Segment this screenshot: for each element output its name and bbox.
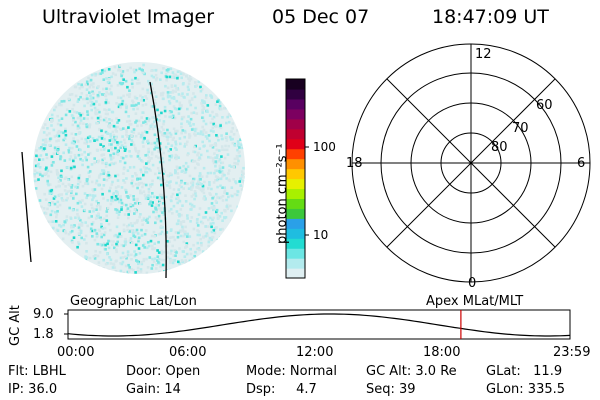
x-tick-1800: 18:00 — [423, 345, 461, 360]
colorbar-segment — [286, 268, 305, 279]
terminator-line — [149, 81, 167, 279]
colorbar — [285, 78, 309, 279]
colorbar-segment — [286, 118, 305, 130]
apex-label: Apex MLat/MLT — [426, 294, 524, 309]
colorbar-segment — [286, 158, 305, 170]
colorbar-unit-label: photon cm⁻²s⁻¹ — [275, 143, 290, 244]
colorbar-segment — [286, 168, 305, 180]
colorbar-frame — [285, 78, 306, 279]
colorbar-segment — [286, 148, 305, 160]
colorbar-segment — [286, 198, 305, 209]
x-tick-2359: 23:59 — [553, 345, 591, 360]
disk-speckle — [33, 63, 245, 274]
colorbar-tick-10: 10 — [313, 228, 329, 242]
colorbar-segment — [286, 138, 305, 150]
y-tick-1-8: 1.8 — [33, 327, 54, 342]
earth-disk-image — [21, 62, 245, 279]
glon-info: GLon: 335.5 — [486, 382, 566, 397]
mode-info: Mode: Normal — [246, 364, 337, 379]
colorbar-segment — [286, 188, 305, 199]
colorbar-segment — [286, 79, 305, 90]
colorbar-segment — [286, 218, 305, 229]
colorbar-segment — [286, 208, 305, 219]
time-label: 18:47:09 UT — [432, 6, 549, 28]
colorbar-segment — [286, 88, 305, 100]
door-info: Door: Open — [126, 364, 201, 379]
altitude-curve — [67, 313, 571, 337]
colorbar-segment — [286, 248, 305, 259]
timeline-frame — [67, 309, 571, 340]
disk-background — [33, 62, 245, 274]
gain-info: Gain: 14 — [126, 382, 181, 397]
dsp-info: Dsp: 4.7 — [246, 382, 317, 397]
diagonal-2 — [386, 78, 556, 248]
mlt-label-0: 0 — [468, 276, 477, 291]
glat-info: GLat: 11.9 — [486, 364, 563, 379]
gc-alt-axis-label: GC Alt — [8, 305, 23, 346]
polar-grid — [351, 43, 591, 283]
geographic-label: Geographic Lat/Lon — [70, 294, 197, 309]
date-label: 05 Dec 07 — [272, 6, 370, 28]
x-tick-0600: 06:00 — [169, 345, 207, 360]
colorbar-segment — [286, 108, 305, 120]
colorbar-segment — [286, 258, 305, 269]
mlt-label-18: 18 — [346, 156, 363, 171]
colorbar-segment — [286, 238, 305, 249]
instrument-title: Ultraviolet Imager — [42, 6, 215, 28]
colorbar-segment — [286, 98, 305, 110]
x-tick-0000: 00:00 — [57, 345, 95, 360]
x-tick-1200: 12:00 — [296, 345, 334, 360]
filter-info: Flt: LBHL — [8, 364, 66, 379]
mlt-label-6: 6 — [577, 156, 586, 171]
mlt-label-12: 12 — [475, 47, 492, 62]
seq-info: Seq: 39 — [366, 382, 416, 397]
timeline-plot — [64, 309, 571, 340]
gc-alt-info: GC Alt: 3.0 Re — [366, 364, 457, 379]
y-tick-9: 9.0 — [33, 307, 54, 322]
colorbar-segment — [286, 128, 305, 140]
lat-label-60: 60 — [536, 98, 553, 113]
colorbar-tick-100: 100 — [313, 140, 336, 154]
ip-info: IP: 36.0 — [8, 382, 58, 397]
colorbar-segment — [286, 178, 305, 190]
limb-line — [21, 151, 32, 263]
lat-label-70: 70 — [512, 121, 529, 136]
colorbar-segment — [286, 228, 305, 239]
lat-label-80: 80 — [491, 140, 508, 155]
